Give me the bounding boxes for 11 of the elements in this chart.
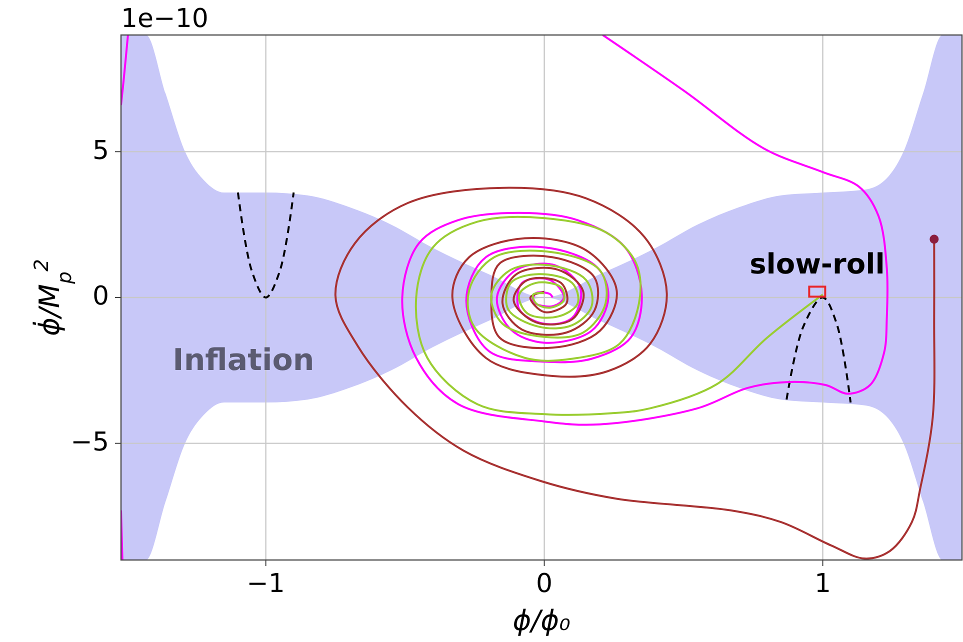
line-series xyxy=(401,35,888,426)
text: 1e−10 xyxy=(121,4,208,34)
x-tick-label: 1 xyxy=(814,569,832,599)
y-tick-label: 0 xyxy=(92,282,109,312)
annotation: Inflation xyxy=(172,342,314,378)
y-tick-label: 5 xyxy=(92,136,109,166)
annotation: slow-roll xyxy=(750,247,885,280)
y-tick-label: −5 xyxy=(70,427,109,458)
x-axis-title: ϕ/ϕ₀ xyxy=(512,604,570,637)
x-tick-label: −1 xyxy=(246,569,285,599)
x-tick-label: 0 xyxy=(536,569,553,599)
